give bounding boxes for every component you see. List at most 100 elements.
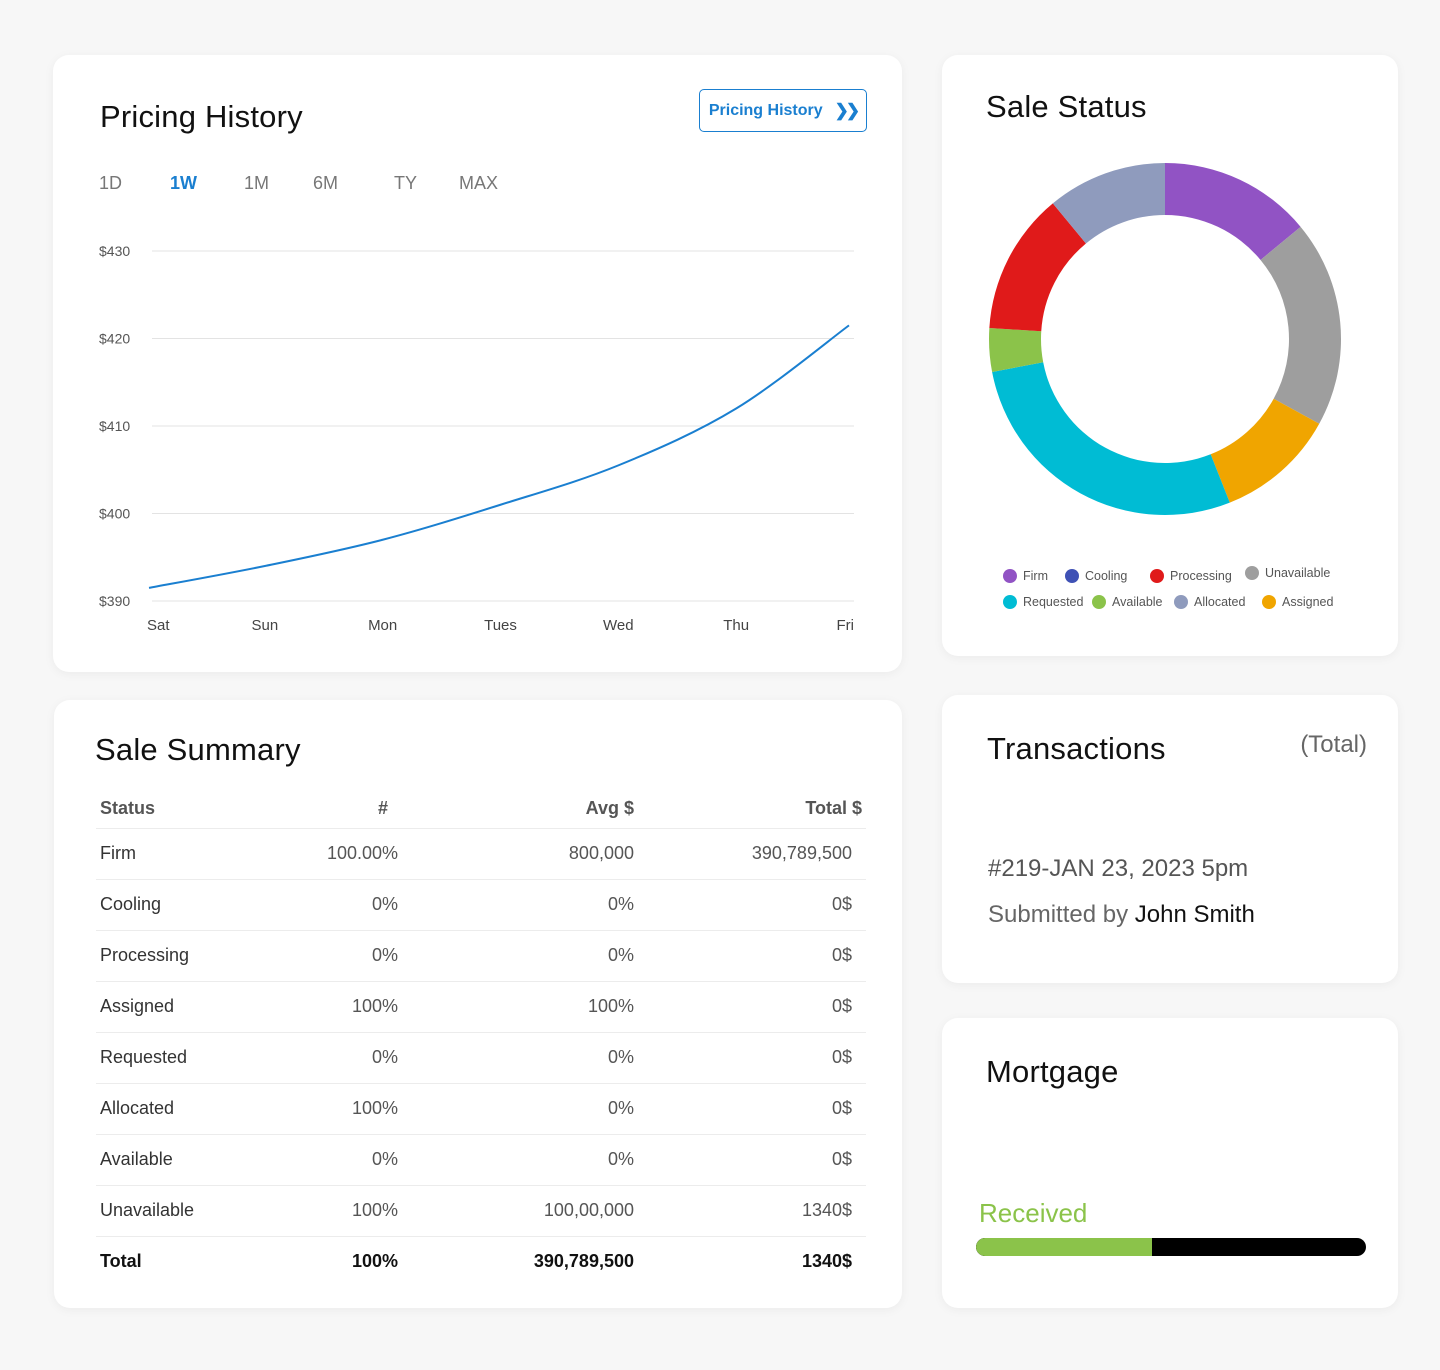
- range-tab-1w[interactable]: 1W: [170, 173, 197, 193]
- donut-slice-allocated: [1052, 163, 1165, 244]
- legend-label: Allocated: [1194, 595, 1246, 609]
- cell-avg: 100,00,000: [543, 1200, 634, 1220]
- range-tab-1d[interactable]: 1D: [99, 173, 123, 193]
- legend-dot-icon: [1262, 595, 1276, 609]
- total-total: 1340$: [801, 1251, 852, 1271]
- total-count: 100%: [351, 1251, 398, 1271]
- header-total: Total $: [805, 798, 862, 818]
- legend-dot-icon: [1065, 569, 1079, 583]
- cell-avg: 0%: [607, 945, 634, 965]
- sale-summary-card: Sale Summary Status # Avg $ Total $ Firm…: [54, 700, 902, 1308]
- cell-status: Cooling: [100, 894, 162, 914]
- mortgage-progress-bar: [976, 1238, 1366, 1256]
- price-series-line: [148, 324, 850, 589]
- double-chevron-right-icon: ❯❯: [834, 100, 860, 120]
- legend-dot-icon: [1092, 595, 1106, 609]
- cell-total: 390,789,500: [751, 843, 852, 863]
- legend-label: Processing: [1170, 569, 1232, 583]
- range-tab-6m[interactable]: 6M: [313, 173, 339, 193]
- cell-count: 0%: [371, 945, 398, 965]
- table-row: Available 0% 0% 0$: [96, 1135, 866, 1186]
- x-tick-label: Thu: [723, 617, 749, 634]
- cell-total: 0$: [831, 945, 852, 965]
- legend-dot-icon: [1174, 595, 1188, 609]
- table-row: Firm 100.00% 800,000 390,789,500: [96, 829, 866, 880]
- x-tick-label: Sat: [147, 617, 170, 634]
- y-tick-label: $430: [99, 243, 130, 259]
- range-tab-ty[interactable]: TY: [394, 173, 418, 193]
- cell-total: 0$: [831, 1047, 852, 1067]
- pricing-history-title: Pricing History: [100, 99, 303, 134]
- x-tick-label: Sun: [251, 617, 278, 634]
- legend-item-assigned: Assigned: [1262, 595, 1333, 609]
- sale-status-donut-chart: [989, 163, 1341, 515]
- cell-avg: 0%: [607, 1047, 634, 1067]
- donut-slice-assigned: [1210, 398, 1320, 503]
- cell-status: Allocated: [100, 1098, 175, 1118]
- cell-total: 0$: [831, 1149, 852, 1169]
- legend-dot-icon: [1245, 566, 1259, 580]
- table-row: Allocated 100% 0% 0$: [96, 1084, 866, 1135]
- legend-label: Cooling: [1085, 569, 1128, 583]
- cell-status: Unavailable: [100, 1200, 195, 1220]
- sale-status-card: Sale Status Firm Cooling Processing Unavail…: [942, 55, 1398, 656]
- cell-avg: 100%: [587, 996, 634, 1016]
- total-avg: 390,789,500: [533, 1251, 634, 1271]
- legend-label: Unavailable: [1265, 566, 1331, 580]
- mortgage-progress-fill: [976, 1238, 1152, 1256]
- cell-total: 0$: [831, 894, 852, 914]
- cell-count: 0%: [371, 894, 398, 914]
- table-row: Cooling 0% 0% 0$: [96, 880, 866, 931]
- range-tab-max[interactable]: MAX: [459, 173, 499, 193]
- range-tab-1m[interactable]: 1M: [244, 173, 270, 193]
- legend-item-available: Available: [1092, 595, 1163, 609]
- header-status: Status: [100, 798, 156, 818]
- sale-status-title: Sale Status: [986, 89, 1147, 124]
- x-tick-label: Tues: [484, 617, 517, 634]
- donut-slice-unavailable: [1260, 226, 1341, 424]
- cell-count: 0%: [371, 1047, 398, 1067]
- legend-label: Assigned: [1282, 595, 1334, 609]
- header-count: #: [377, 798, 388, 818]
- cell-total: 1340$: [801, 1200, 852, 1220]
- legend-item-firm: Firm: [1003, 569, 1048, 583]
- x-tick-label: Fri: [837, 617, 855, 634]
- mortgage-status-label: Received: [979, 1198, 1088, 1228]
- y-tick-label: $420: [99, 331, 130, 347]
- cell-count: 100.00%: [326, 843, 398, 863]
- table-row: Requested 0% 0% 0$: [96, 1033, 866, 1084]
- cell-status: Available: [100, 1149, 173, 1169]
- cell-total: 0$: [831, 1098, 852, 1118]
- transaction-submitted-by: Submitted by John Smith: [988, 901, 1255, 929]
- legend-item-unavailable: Unavailable: [1245, 566, 1330, 580]
- donut-slice-processing: [989, 203, 1086, 332]
- table-row: Processing 0% 0% 0$: [96, 931, 866, 982]
- legend-dot-icon: [1150, 569, 1164, 583]
- cell-avg: 0%: [607, 1149, 634, 1169]
- donut-slice-available: [989, 327, 1044, 372]
- cell-count: 100%: [351, 996, 398, 1016]
- x-tick-label: Wed: [603, 617, 634, 634]
- pricing-history-button[interactable]: Pricing History ❯❯: [699, 89, 867, 132]
- legend-item-cooling: Cooling: [1065, 569, 1127, 583]
- sale-summary-table: Status # Avg $ Total $ Firm 100.00% 800,00…: [96, 790, 866, 1287]
- transaction-id: #219-JAN 23, 2023 5pm: [988, 855, 1249, 882]
- transactions-title: Transactions: [987, 731, 1166, 766]
- y-tick-label: $410: [99, 418, 130, 434]
- cell-total: 0$: [831, 996, 852, 1016]
- cell-status: Processing: [100, 945, 190, 965]
- pricing-history-button-label: Pricing History: [708, 101, 823, 119]
- transactions-card: Transactions (Total) #219-JAN 23, 2023 5…: [942, 695, 1398, 983]
- sale-summary-title: Sale Summary: [95, 732, 301, 767]
- x-tick-label: Mon: [368, 617, 397, 634]
- cell-avg: 0%: [607, 1098, 634, 1118]
- legend-dot-icon: [1003, 569, 1017, 583]
- table-row: Assigned 100% 100% 0$: [96, 982, 866, 1033]
- legend-item-requested: Requested: [1003, 595, 1083, 609]
- submitted-by-name: John Smith: [1134, 901, 1255, 928]
- legend-dot-icon: [1003, 595, 1017, 609]
- header-avg: Avg $: [585, 798, 634, 818]
- cell-avg: 0%: [607, 894, 634, 914]
- cell-count: 0%: [371, 1149, 398, 1169]
- total-status: Total: [100, 1251, 142, 1271]
